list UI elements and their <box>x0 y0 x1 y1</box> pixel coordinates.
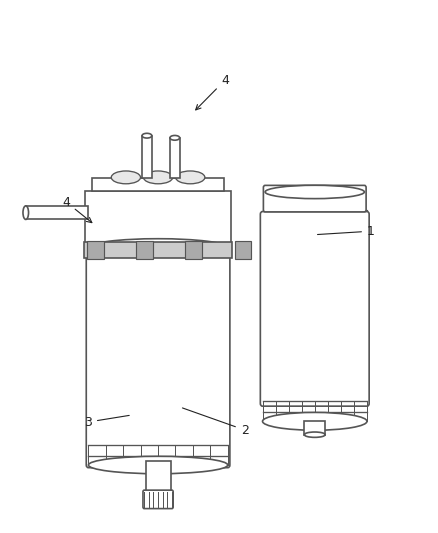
Bar <box>26 206 88 220</box>
Text: 4: 4 <box>196 74 229 110</box>
Bar <box>304 421 325 435</box>
Bar <box>170 138 180 179</box>
Ellipse shape <box>304 432 325 438</box>
Ellipse shape <box>88 456 228 474</box>
Ellipse shape <box>111 171 141 184</box>
Ellipse shape <box>88 239 228 256</box>
Ellipse shape <box>265 185 364 199</box>
Bar <box>87 241 104 259</box>
FancyBboxPatch shape <box>143 490 173 508</box>
FancyBboxPatch shape <box>260 212 369 406</box>
Ellipse shape <box>170 135 180 140</box>
FancyBboxPatch shape <box>263 185 366 212</box>
Ellipse shape <box>23 206 28 220</box>
Ellipse shape <box>262 413 367 430</box>
Bar <box>85 191 231 250</box>
Bar <box>136 241 153 259</box>
Bar <box>84 243 232 257</box>
FancyBboxPatch shape <box>86 245 230 467</box>
Bar <box>235 241 251 259</box>
Ellipse shape <box>142 133 152 138</box>
Text: 1: 1 <box>318 225 375 238</box>
Bar <box>142 136 152 179</box>
Bar <box>185 241 202 259</box>
Text: 3: 3 <box>84 415 129 429</box>
Bar <box>145 461 171 492</box>
Text: 2: 2 <box>183 408 249 437</box>
Bar <box>92 179 224 191</box>
Ellipse shape <box>176 171 205 184</box>
Ellipse shape <box>144 171 173 184</box>
Text: 4: 4 <box>62 196 92 223</box>
